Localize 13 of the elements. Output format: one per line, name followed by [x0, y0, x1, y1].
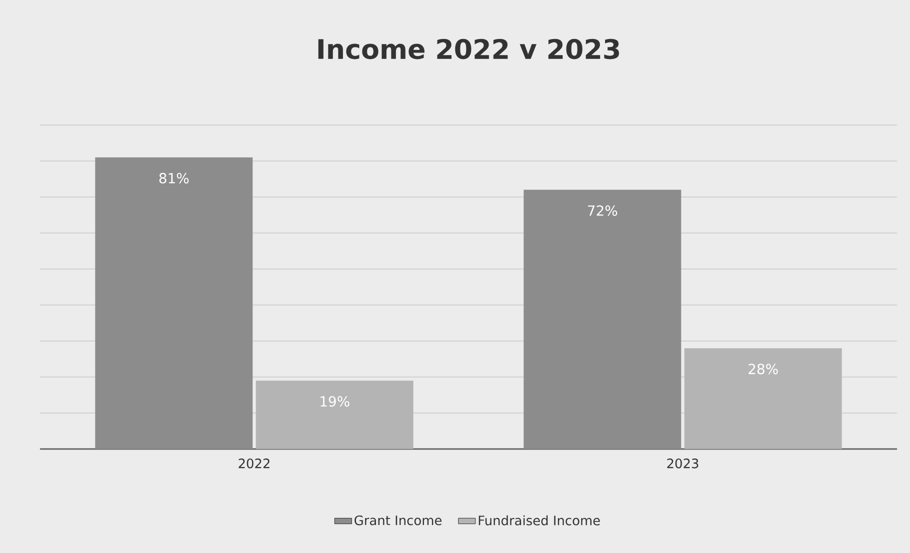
bar [95, 157, 253, 449]
legend-label: Grant Income [354, 515, 442, 526]
data-label: 28% [748, 364, 778, 374]
data-label: 81% [159, 172, 189, 184]
data-label: 19% [320, 396, 350, 407]
chart-title: Income 2022 v 2023 [318, 38, 619, 60]
x-tick-label: 2022 [238, 458, 270, 468]
legend-label: Fundraised Income [478, 515, 600, 526]
x-tick-label: 2023 [667, 458, 698, 468]
bar [524, 190, 682, 449]
bar [684, 348, 842, 449]
bar [256, 380, 414, 449]
data-label: 72% [588, 205, 618, 216]
